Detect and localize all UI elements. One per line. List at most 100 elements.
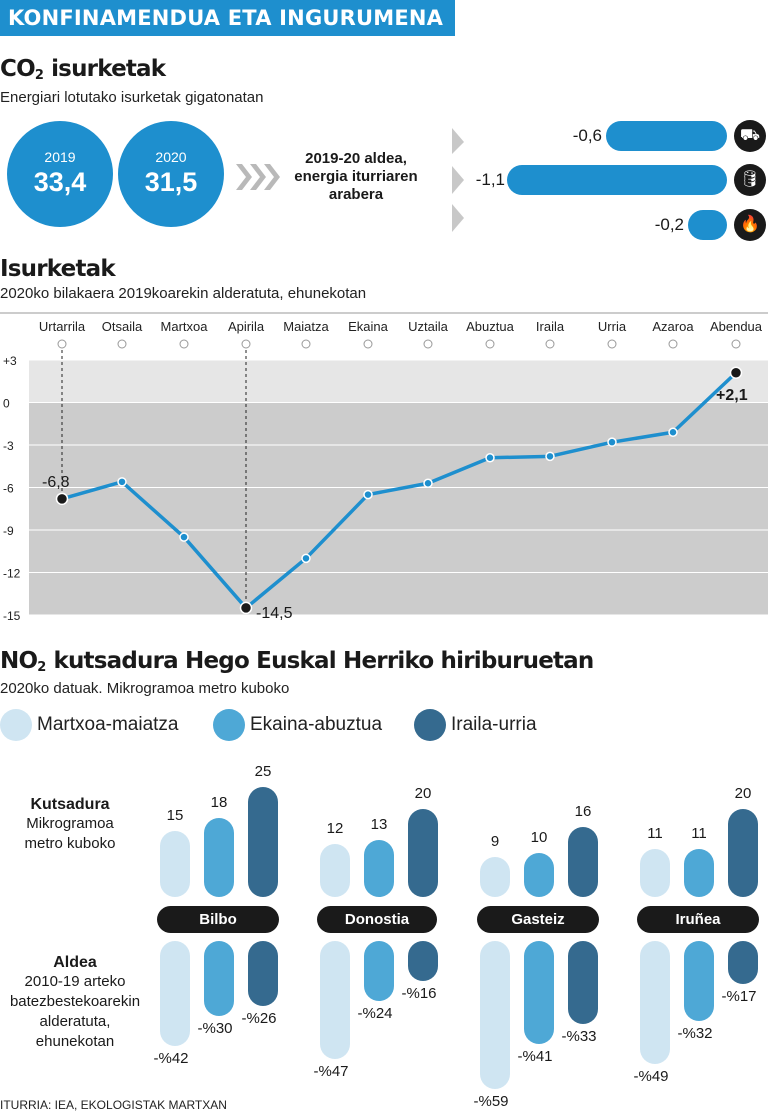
difference-value: -%33 bbox=[561, 1027, 597, 1045]
difference-value: -%16 bbox=[401, 985, 437, 1002]
difference-value: -%30 bbox=[197, 1020, 233, 1037]
month-marker bbox=[668, 339, 678, 349]
y-tick-label: -3 bbox=[3, 439, 14, 453]
city-label: Gasteiz bbox=[477, 906, 599, 933]
difference-value: -%42 bbox=[153, 1050, 189, 1067]
difference-bar bbox=[684, 941, 714, 1021]
bracket-arrows-icon bbox=[452, 128, 464, 232]
pollution-bar bbox=[320, 844, 350, 897]
month-marker bbox=[607, 339, 617, 349]
data-point bbox=[301, 553, 311, 564]
year-value: 31,5 bbox=[144, 167, 198, 197]
difference-row-label: Aldea 2010-19 arteko batezbestekoarekin … bbox=[9, 954, 141, 1050]
legend-dot bbox=[213, 709, 245, 741]
emissions-title: Isurketak bbox=[0, 256, 116, 282]
pollution-value: 13 bbox=[370, 815, 388, 833]
year-2019-circle: 2019 33,4 bbox=[7, 121, 113, 227]
no2-title: NO2 kutsadura Hego Euskal Herriko hiribu… bbox=[0, 648, 594, 675]
pollution-value: 15 bbox=[166, 807, 184, 824]
data-point bbox=[117, 477, 127, 487]
difference-value: -%32 bbox=[677, 1025, 713, 1042]
difference-bar bbox=[320, 941, 350, 1059]
month-marker bbox=[241, 339, 251, 349]
y-tick-label: -12 bbox=[3, 567, 21, 581]
data-point bbox=[179, 532, 189, 542]
difference-value: -%24 bbox=[357, 1005, 393, 1022]
month-label: Uztaila bbox=[408, 319, 449, 334]
data-point bbox=[485, 453, 495, 463]
difference-value: -%49 bbox=[633, 1067, 669, 1085]
y-tick-label: -9 bbox=[3, 524, 14, 538]
pollution-bar bbox=[364, 839, 394, 897]
month-label: Martxoa bbox=[161, 319, 209, 334]
month-label: Urtarrila bbox=[39, 319, 86, 334]
data-point bbox=[423, 478, 433, 488]
pollution-value: 12 bbox=[326, 820, 344, 838]
source-value: -0,6 bbox=[572, 126, 602, 145]
month-marker bbox=[117, 339, 127, 349]
month-marker bbox=[423, 339, 433, 349]
pollution-value: 25 bbox=[254, 763, 272, 780]
positive-band bbox=[29, 360, 768, 403]
difference-bar bbox=[640, 941, 670, 1064]
source-credit: ITURRIA: IEA, EKOLOGISTAK MARTXAN bbox=[0, 1098, 227, 1112]
month-label: Apirila bbox=[228, 319, 265, 334]
difference-value: -%47 bbox=[313, 1062, 349, 1080]
city-label: Iruñea bbox=[637, 906, 759, 933]
data-label: -14,5 bbox=[256, 605, 293, 622]
legend-label: Iraila-urria bbox=[451, 714, 537, 735]
month-label: Maiatza bbox=[283, 319, 329, 334]
y-tick-label: +3 bbox=[3, 354, 17, 368]
co2-subtitle: Energiari lotutako isurketak gigatonatan bbox=[0, 89, 264, 106]
series-line bbox=[61, 371, 738, 610]
data-point bbox=[545, 451, 555, 462]
pollution-row-label: Kutsadura Mikrogramoa metro kuboko bbox=[24, 796, 116, 852]
month-label: Urria bbox=[598, 319, 627, 334]
difference-bar bbox=[248, 941, 278, 1006]
legend-dot bbox=[414, 709, 446, 741]
data-point bbox=[607, 437, 617, 447]
legend-label: Ekaina-abuztua bbox=[250, 714, 383, 735]
year-value: 33,4 bbox=[33, 167, 87, 197]
difference-bar bbox=[364, 941, 394, 1001]
y-tick-label: -15 bbox=[3, 609, 21, 623]
pollution-value: 20 bbox=[414, 785, 432, 802]
pollution-value: 11 bbox=[691, 824, 707, 842]
co2-title: CO2 isurketak bbox=[0, 56, 166, 83]
pollution-value: 10 bbox=[530, 829, 548, 846]
month-marker bbox=[485, 339, 495, 349]
no2-subtitle: 2020ko datuak. Mikrogramoa metro kuboko bbox=[0, 680, 290, 697]
coal-cart-icon: ⛟ bbox=[734, 120, 766, 152]
difference-bar bbox=[408, 941, 438, 981]
pollution-bar bbox=[248, 787, 278, 897]
pollution-bar bbox=[640, 848, 670, 897]
source-value: -1,1 bbox=[475, 170, 505, 189]
highlight-point bbox=[55, 492, 69, 506]
data-label: -6,8 bbox=[42, 474, 70, 491]
month-label: Ekaina bbox=[348, 319, 389, 334]
difference-bar bbox=[728, 941, 758, 984]
pollution-value: 16 bbox=[574, 802, 592, 820]
data-point bbox=[668, 427, 678, 437]
month-label: Otsaila bbox=[102, 319, 143, 334]
pollution-value: 18 bbox=[210, 793, 228, 811]
legend-label: Martxoa-maiatza bbox=[37, 714, 179, 735]
source-value: -0,2 bbox=[654, 215, 684, 234]
month-marker bbox=[731, 339, 741, 349]
source-bar bbox=[606, 121, 727, 151]
year-label: 2020 bbox=[155, 149, 187, 165]
month-label: Iraila bbox=[536, 319, 565, 334]
pollution-bar bbox=[568, 826, 598, 897]
difference-bar bbox=[524, 941, 554, 1044]
month-marker bbox=[545, 339, 555, 349]
source-bar bbox=[688, 210, 727, 240]
month-label: Azaroa bbox=[652, 319, 694, 334]
pollution-value: 9 bbox=[490, 833, 500, 851]
year-2020-circle: 2020 31,5 bbox=[118, 121, 224, 227]
difference-value: -%17 bbox=[721, 987, 757, 1005]
difference-value: -%41 bbox=[517, 1047, 553, 1065]
legend-dot bbox=[0, 709, 32, 741]
pollution-bar bbox=[204, 817, 234, 897]
y-tick-label: 0 bbox=[3, 397, 10, 411]
city-label: Donostia bbox=[317, 906, 437, 933]
